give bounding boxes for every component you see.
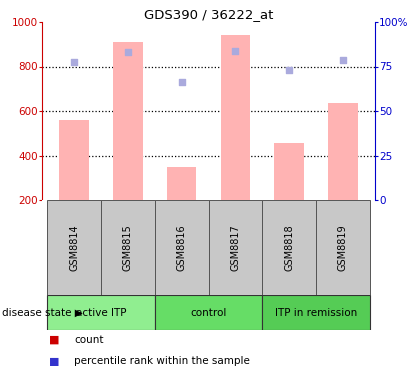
Bar [155,295,262,330]
Point [71,59,78,65]
Bar [208,200,262,295]
Text: ITP in remission: ITP in remission [275,307,357,317]
Point [178,79,185,85]
Bar [221,36,250,200]
Text: ■: ■ [49,356,60,366]
Bar [101,200,155,295]
Point [125,49,131,55]
Text: ■: ■ [49,335,60,345]
Text: GSM8818: GSM8818 [284,224,294,271]
Point [339,57,346,63]
Bar [316,200,369,295]
Bar [167,167,196,200]
Point [286,67,292,73]
Bar [47,200,101,295]
Text: GSM8817: GSM8817 [230,224,240,271]
Bar [328,103,358,200]
Bar [262,295,369,330]
Text: GSM8815: GSM8815 [123,224,133,271]
Bar [60,120,89,200]
Text: disease state ▶: disease state ▶ [2,307,83,317]
Text: count: count [74,335,104,345]
Text: GSM8814: GSM8814 [69,224,79,271]
Bar [113,42,143,200]
Text: GSM8819: GSM8819 [338,224,348,271]
Text: GSM8816: GSM8816 [177,224,187,271]
Point [232,48,239,54]
Bar [47,295,155,330]
Bar [262,200,316,295]
Bar [155,200,208,295]
Text: control: control [190,307,227,317]
Title: GDS390 / 36222_at: GDS390 / 36222_at [144,8,273,21]
Text: active ITP: active ITP [76,307,126,317]
Text: percentile rank within the sample: percentile rank within the sample [74,356,250,366]
Bar [274,143,304,200]
